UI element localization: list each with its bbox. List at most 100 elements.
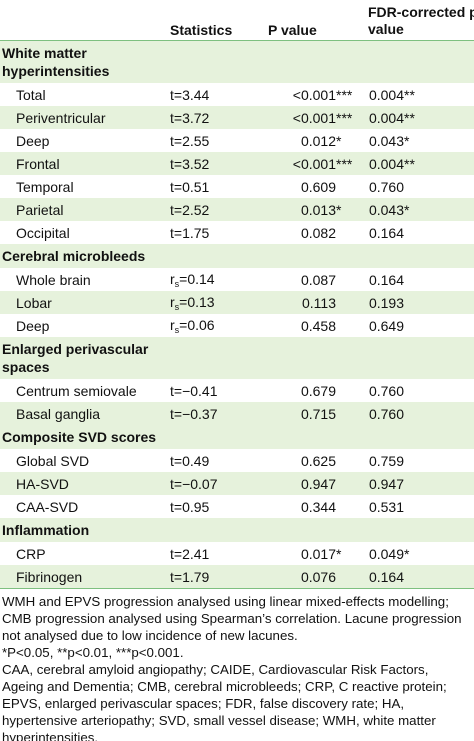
fdr-value: 0.760 (368, 405, 404, 422)
stat-subscript: s (174, 301, 180, 312)
row-label: Total (16, 86, 46, 103)
stat-subscript: s (174, 278, 180, 289)
p-value: 0.947 (300, 475, 336, 492)
row-label: CRP (16, 545, 46, 562)
table-body: White matter hyperintensities Total t=3.44 <… (0, 40, 474, 588)
fdr-value: 0.049 (368, 545, 404, 562)
p-value: <0.001 (292, 109, 336, 126)
fdr-value: 0.004 (368, 109, 404, 126)
p-value: 0.344 (300, 498, 336, 515)
statistics-cell: rs=0.13 (170, 291, 258, 314)
fdr-significance: ** (404, 86, 415, 103)
fdr-cell: 0.531 (358, 495, 474, 518)
fdr-value: 0.164 (368, 568, 404, 585)
p-value-cell: 0.076 (258, 565, 358, 588)
section-title: Inflammation (0, 518, 474, 542)
fdr-cell: 0.193 (358, 291, 474, 314)
section-title: Cerebral microbleeds (0, 244, 474, 268)
row-label: HA-SVD (0, 472, 170, 495)
bottom-rule (0, 588, 474, 589)
section-header: White matter hyperintensities (0, 40, 474, 83)
fdr-cell: 0.004** (358, 106, 474, 129)
header-empty (0, 0, 170, 40)
header-fdr-line1: FDR-corrected p (368, 4, 474, 20)
row-label: Lobar (0, 291, 170, 314)
fdr-cell: 0.759 (358, 449, 474, 472)
fdr-cell: 0.043* (358, 198, 474, 221)
stat-value: =0.13 (179, 293, 215, 310)
fdr-value: 0.947 (368, 475, 404, 492)
section-title: Enlarged perivascular spaces (0, 337, 474, 379)
fdr-value: 0.164 (368, 271, 404, 288)
fdr-cell: 0.760 (358, 402, 474, 425)
p-significance: *** (336, 86, 353, 103)
row-label: Periventricular (0, 106, 170, 129)
fdr-cell: 0.760 (358, 379, 474, 402)
note-significance: *P<0.05, **p<0.01, ***p<0.001. (2, 645, 184, 660)
row-label: Parietal (0, 198, 170, 221)
header-statistics: Statistics (170, 22, 233, 38)
p-value-cell: 0.087 (258, 268, 358, 291)
statistics-cell: rs=0.14 (170, 268, 258, 291)
row-label: CAA-SVD (16, 498, 79, 515)
note-abbreviations: CAA, cerebral amyloid angiopathy; CAIDE,… (2, 662, 447, 741)
p-value-cell: 0.082 (258, 221, 358, 244)
table-row: Deep t=2.55 0.012* 0.043* (0, 129, 474, 152)
p-value-cell: 0.609 (258, 175, 358, 198)
fdr-value: 0.649 (368, 317, 404, 334)
p-significance: * (336, 545, 342, 562)
p-value: <0.001 (292, 155, 336, 172)
fdr-cell: 0.004** (358, 83, 474, 106)
row-label: Deep (16, 317, 50, 334)
p-value: 0.715 (300, 405, 336, 422)
p-significance: *** (336, 155, 353, 172)
section-title-line1: Composite SVD scores (2, 429, 157, 445)
p-value: 0.679 (300, 382, 336, 399)
stat-value: =0.14 (179, 270, 215, 287)
section-title: Composite SVD scores (0, 425, 474, 449)
fdr-value: 0.164 (368, 224, 404, 241)
p-significance: * (336, 201, 342, 218)
note-methods: WMH and EPVS progression analysed using … (2, 594, 462, 643)
section-header: Composite SVD scores (0, 425, 474, 449)
fdr-significance: * (404, 132, 410, 149)
fdr-cell: 0.760 (358, 175, 474, 198)
stat-prefix: r (170, 316, 175, 333)
table-notes: WMH and EPVS progression analysed using … (0, 589, 474, 741)
table-row: Frontal t=3.52 <0.001*** 0.004** (0, 152, 474, 175)
p-value: 0.625 (300, 452, 336, 469)
table-row: Total t=3.44 <0.001*** 0.004** (0, 83, 474, 106)
p-value-cell: <0.001*** (258, 106, 358, 129)
p-value: 0.113 (302, 294, 336, 311)
stat-value: =0.06 (179, 316, 215, 333)
fdr-value: 0.004 (368, 86, 404, 103)
p-value: 0.458 (300, 317, 336, 334)
p-value-cell: 0.458 (258, 314, 358, 337)
table-row: HA-SVD t=−0.07 0.947 0.947 (0, 472, 474, 495)
fdr-cell: 0.164 (358, 221, 474, 244)
row-label: Centrum semiovale (16, 382, 137, 399)
fdr-value: 0.759 (368, 452, 404, 469)
p-value: 0.012 (300, 132, 336, 149)
p-value: 0.082 (300, 224, 336, 241)
p-value: 0.076 (300, 568, 336, 585)
statistics-cell: t=2.52 (170, 198, 258, 221)
p-value: <0.001 (292, 86, 336, 103)
header-p-value: P value (268, 22, 317, 38)
fdr-value: 0.531 (368, 498, 404, 515)
fdr-cell: 0.043* (358, 129, 474, 152)
section-title-line2: hyperintensities (2, 63, 110, 79)
stat-prefix: r (170, 293, 175, 310)
fdr-significance: ** (404, 109, 415, 126)
table-row: Centrum semiovale t=−0.41 0.679 0.760 (0, 379, 474, 402)
p-value-cell: <0.001*** (258, 83, 358, 106)
statistics-cell: t=1.79 (170, 565, 258, 588)
row-label: Fibrinogen (0, 565, 170, 588)
fdr-value: 0.043 (368, 201, 404, 218)
header-row: Statistics P value FDR-corrected p value (0, 0, 474, 40)
fdr-cell: 0.947 (358, 472, 474, 495)
section-title-line1: Enlarged perivascular (2, 341, 149, 357)
p-value-cell: 0.679 (258, 379, 358, 402)
row-label: Deep (16, 132, 50, 149)
